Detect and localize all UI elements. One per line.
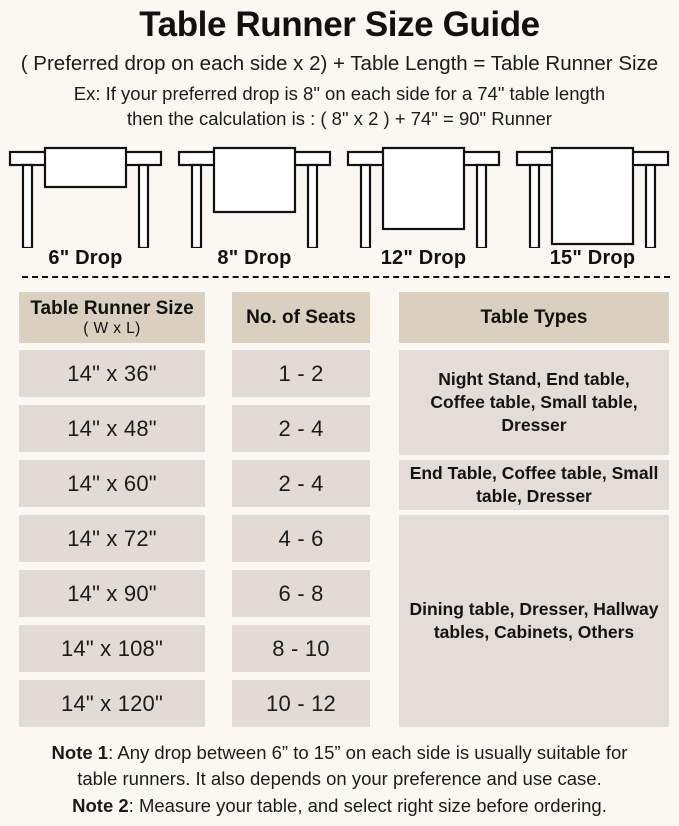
table-row: 14" x 48": [19, 405, 205, 452]
table-cell-seats: 6 - 8: [232, 570, 370, 617]
runner-size-value: 14" x 90": [67, 580, 157, 606]
runner-size-value: 14" x 120": [60, 690, 164, 716]
table-row: 14" x 36": [19, 350, 205, 397]
table-cell-seats: 2 - 4: [232, 460, 370, 507]
dashed-divider: [22, 276, 670, 278]
header-col1-line1: Table Runner Size: [30, 297, 194, 319]
example-block: Ex: If your preferred drop is 8" on each…: [0, 82, 679, 131]
table-row: 14" x 120": [19, 680, 205, 727]
table-row: 14" x 72": [19, 515, 205, 562]
size-table: Table Runner Size ( W x L) No. of Seats …: [0, 288, 679, 734]
runner-size-value: 14" x 48": [67, 415, 157, 441]
table-cell-seats: 8 - 10: [232, 625, 370, 672]
header-col1-line2: ( W x L): [83, 319, 141, 337]
diagram-6in: 6" Drop: [4, 140, 167, 280]
table-cell-types: Night Stand, End table, Coffee table, Sm…: [399, 350, 669, 455]
formula-line: ( Preferred drop on each side x 2) + Tab…: [20, 52, 659, 76]
size-table-grid: Table Runner Size ( W x L) No. of Seats …: [0, 288, 679, 734]
runner-size-value: 14" x 60": [67, 470, 157, 496]
note-1-line-2: table runners. It also depends on your p…: [77, 768, 602, 790]
drop-label-12in: 12" Drop: [380, 247, 467, 269]
diagram-8in: 8" Drop: [173, 140, 336, 280]
page-header: Table Runner Size Guide ( Preferred drop…: [0, 0, 679, 131]
drop-diagrams: 6" Drop 8" Drop 12" Drop 15" Drop: [0, 140, 679, 280]
diagram-15in: 15" Drop: [511, 140, 674, 280]
table-cell-types: Dining table, Dresser, Hallway tables, C…: [399, 515, 669, 727]
table-illustration-15in: [515, 146, 670, 248]
runner-size-value: 14" x 72": [67, 525, 157, 551]
table-cell-seats: 1 - 2: [232, 350, 370, 397]
notes-section: Note 1: Any drop between 6” to 15” on ea…: [0, 740, 679, 819]
table-illustration-8in: [177, 146, 332, 248]
table-row: 14" x 60": [19, 460, 205, 507]
page-title: Table Runner Size Guide: [139, 5, 540, 44]
table-header-types: Table Types: [399, 292, 669, 343]
table-illustration-6in: [8, 146, 163, 248]
drop-label-6in: 6" Drop: [48, 247, 123, 269]
table-cell-seats: 10 - 12: [232, 680, 370, 727]
table-cell-seats: 4 - 6: [232, 515, 370, 562]
example-line-2: then the calculation is : ( 8" x 2 ) + 7…: [127, 107, 552, 129]
runner-size-value: 14" x 36": [67, 360, 157, 386]
note-1-label: Note 1: [51, 742, 109, 763]
table-header-seats: No. of Seats: [232, 292, 370, 343]
diagram-12in: 12" Drop: [342, 140, 505, 280]
drop-label-15in: 15" Drop: [549, 247, 636, 269]
table-cell-seats: 2 - 4: [232, 405, 370, 452]
table-row: 14" x 90": [19, 570, 205, 617]
example-line-1: Ex: If your preferred drop is 8" on each…: [73, 83, 606, 105]
runner-size-value: 14" x 108": [60, 635, 164, 661]
note-2-text: : Measure your table, and select right s…: [128, 794, 607, 816]
table-illustration-12in: [346, 146, 501, 248]
note-2-line: Note 2: Measure your table, and select r…: [0, 793, 679, 819]
table-cell-types: End Table, Coffee table, Small table, Dr…: [399, 460, 669, 510]
note-1-text-1: : Any drop between 6” to 15” on each sid…: [108, 742, 628, 763]
note-2-label: Note 2: [72, 794, 129, 816]
table-row: 14" x 108": [19, 625, 205, 672]
table-header-runner-size: Table Runner Size ( W x L): [19, 292, 205, 343]
note-1-line-1: Note 1: Any drop between 6” to 15” on ea…: [0, 740, 679, 766]
drop-label-8in: 8" Drop: [217, 247, 292, 269]
